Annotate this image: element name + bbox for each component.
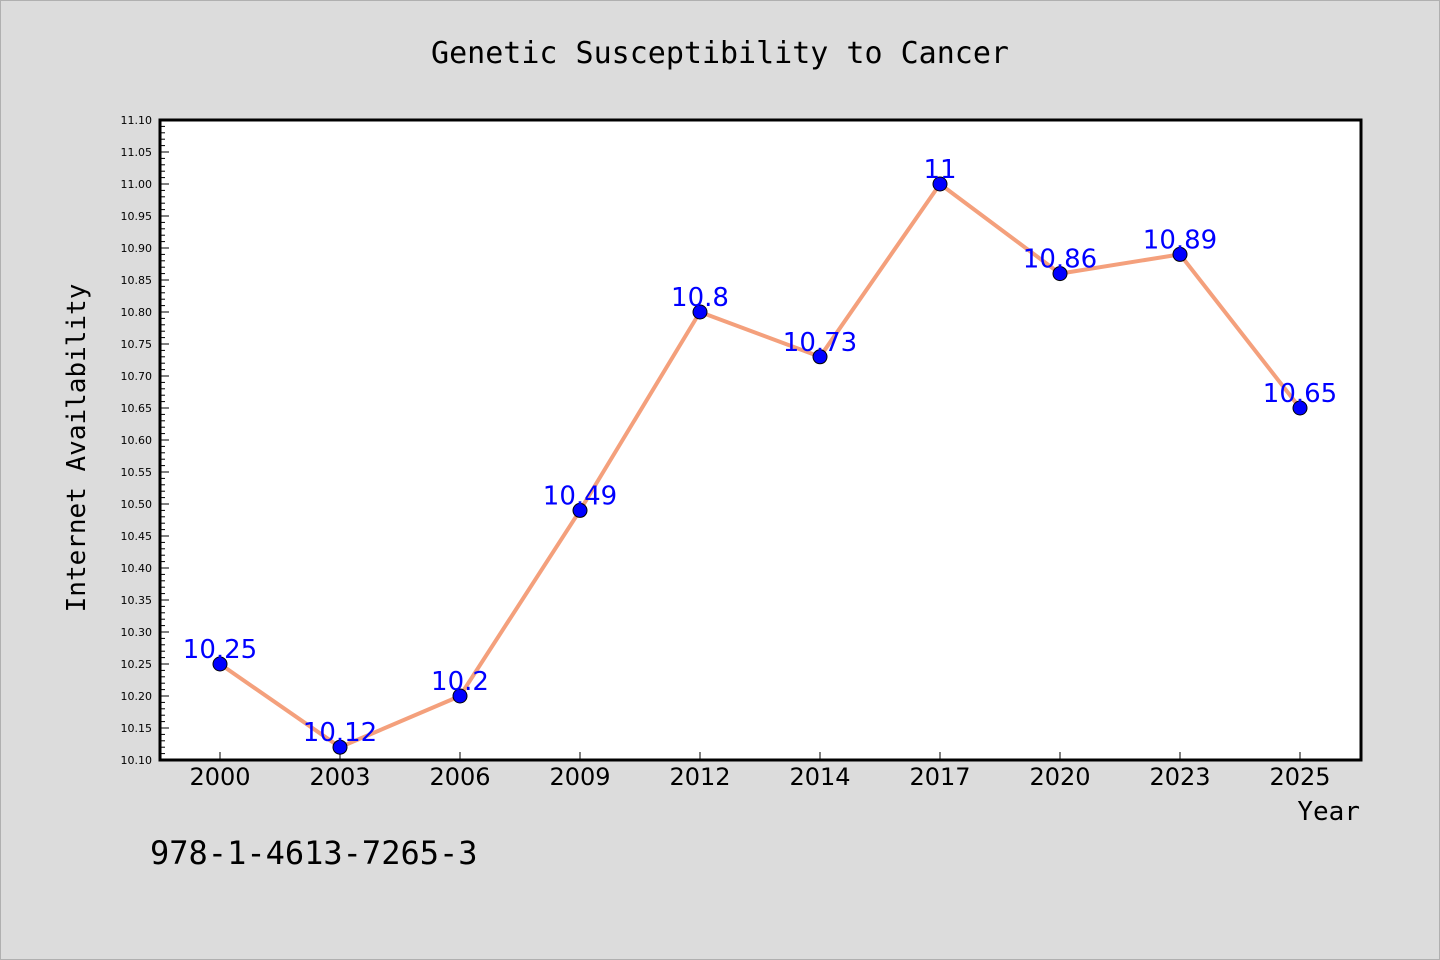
x-tick-label: 2020 (1029, 763, 1090, 791)
y-tick-label: 10.75 (121, 338, 153, 351)
y-tick-label: 10.30 (121, 626, 153, 639)
x-tick-label: 2000 (189, 763, 250, 791)
x-tick-label: 2023 (1149, 763, 1210, 791)
y-tick-label: 10.90 (121, 242, 153, 255)
data-point (1172, 246, 1188, 262)
x-axis: 2000 2003 2006 2009 2012 2014 2017 2020 2023 2025 (189, 752, 1331, 791)
data-point (1292, 400, 1308, 416)
x-tick-label: 2012 (669, 763, 730, 791)
y-tick-label: 10.25 (121, 658, 153, 671)
y-tick-label: 10.10 (121, 754, 153, 767)
y-tick-label: 10.80 (121, 306, 153, 319)
y-tick-label: 10.40 (121, 562, 153, 575)
data-labels: 10.25 10.12 10.2 10.49 10.8 10.73 11 10.86 10.89… (183, 155, 1337, 748)
x-tick-label: 2006 (429, 763, 490, 791)
data-label: 10.89 (1143, 225, 1217, 255)
data-label: 10.65 (1263, 379, 1337, 409)
footer-code: 978-1-4613-7265-3 (150, 834, 478, 872)
y-tick-label: 10.50 (121, 498, 153, 511)
data-label: 11 (923, 155, 956, 185)
data-label: 10.73 (783, 328, 857, 358)
chart-title: Genetic Susceptibility to Cancer (431, 36, 1009, 71)
data-label: 10.12 (303, 718, 377, 748)
x-tick-label: 2025 (1269, 763, 1330, 791)
y-tick-label: 10.65 (121, 402, 153, 415)
data-point (692, 304, 708, 320)
plot-area (158, 118, 1363, 762)
y-axis-label: Internet Availability (62, 284, 92, 613)
y-tick-label: 10.60 (121, 434, 153, 447)
data-point (812, 349, 828, 365)
data-point (572, 502, 588, 518)
y-tick-label: 10.20 (121, 690, 153, 703)
data-label: 10.8 (671, 283, 729, 313)
y-tick-label: 10.95 (121, 210, 153, 223)
data-point (452, 688, 468, 704)
series-markers (212, 176, 1308, 755)
y-tick-label: 10.45 (121, 530, 153, 543)
y-tick-label: 10.70 (121, 370, 153, 383)
y-tick-label: 11.00 (121, 178, 153, 191)
y-tick-label: 10.55 (121, 466, 153, 479)
series-line (218, 182, 1302, 750)
data-point (932, 176, 948, 192)
x-axis-label: Year (1297, 797, 1360, 827)
data-label: 10.25 (183, 635, 257, 665)
data-point (332, 739, 348, 755)
x-tick-label: 2014 (789, 763, 850, 791)
data-point (1052, 266, 1068, 282)
x-tick-label: 2017 (909, 763, 970, 791)
data-label: 10.2 (431, 667, 489, 697)
data-point (212, 656, 228, 672)
x-tick-label: 2003 (309, 763, 370, 791)
data-label: 10.86 (1023, 245, 1097, 275)
y-tick-label: 10.35 (121, 594, 153, 607)
y-tick-label: 11.05 (121, 146, 153, 159)
y-tick-label: 11.10 (121, 114, 153, 127)
data-label: 10.49 (543, 481, 617, 511)
x-tick-label: 2009 (549, 763, 610, 791)
y-tick-label: 10.85 (121, 274, 153, 287)
y-axis: 10.10 10.15 10.20 10.25 10.30 10.35 10.40 10.45… (121, 114, 169, 767)
y-tick-label: 10.15 (121, 722, 153, 735)
